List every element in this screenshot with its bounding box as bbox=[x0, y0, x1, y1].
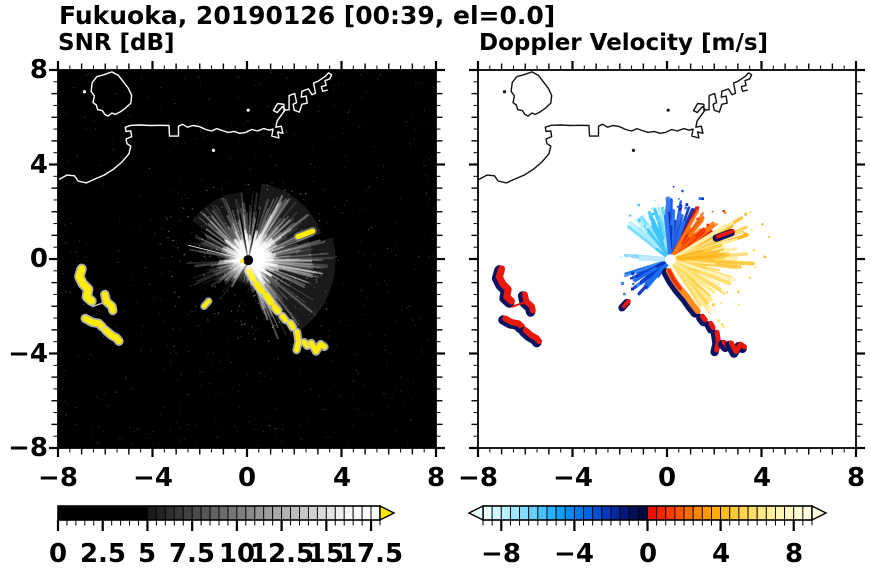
x-axis-tick-labels: −8 −4 0 4 8 −8 −4 0 4 8 bbox=[0, 462, 870, 494]
doppler-colorbar-label: −8 bbox=[481, 539, 521, 569]
snr-colorbar-label: 5 bbox=[137, 539, 157, 569]
snr-colorbar bbox=[56, 504, 396, 531]
colorbar-ticks bbox=[56, 520, 381, 531]
coastline bbox=[57, 71, 333, 184]
doppler-colorbar bbox=[467, 504, 828, 531]
doppler-blobs bbox=[491, 228, 747, 358]
y-tick-label: 0 bbox=[29, 244, 48, 274]
snr-noise bbox=[58, 71, 437, 449]
colorbar-tick-labels: 0 2.5 5 7.5 10 12.5 15 17.5 −8 −4 0 4 8 bbox=[0, 538, 870, 570]
colorbar-body bbox=[57, 504, 396, 522]
doppler-panel-label: Doppler Velocity [m/s] bbox=[479, 30, 769, 56]
x-tick-label: 0 bbox=[237, 463, 257, 493]
snr-colorbar-label: 0 bbox=[48, 539, 68, 569]
x-tick-label: 8 bbox=[426, 463, 446, 493]
doppler-colorbar-label: 4 bbox=[711, 539, 731, 569]
x-tick-label: −4 bbox=[553, 463, 593, 493]
snr-colorbar-label: 12.5 bbox=[249, 539, 315, 569]
snr-colorbar-label: 10 bbox=[218, 539, 256, 569]
snr-colorbar-label: 17.5 bbox=[338, 539, 404, 569]
figure-title: Fukuoka, 20190126 [00:39, el=0.0] bbox=[59, 1, 556, 30]
colorbar-body bbox=[467, 504, 828, 522]
doppler-colorbar-label: −4 bbox=[554, 539, 594, 569]
snr-plot-area bbox=[49, 61, 445, 457]
doppler-colorbar-label: 0 bbox=[638, 539, 658, 569]
snr-colorbar-label: 15 bbox=[307, 539, 345, 569]
x-tick-label: −4 bbox=[133, 463, 173, 493]
x-tick-label: −8 bbox=[38, 463, 78, 493]
snr-panel-label: SNR [dB] bbox=[58, 30, 175, 56]
y-axis-tick-labels: 8 4 0 −4 −8 bbox=[2, 0, 48, 570]
snr-colorbar-label: 2.5 bbox=[79, 539, 127, 569]
axis-ticks bbox=[49, 61, 445, 457]
snr-center-speck bbox=[240, 259, 245, 264]
y-tick-label: 4 bbox=[29, 150, 48, 180]
y-tick-label: −4 bbox=[8, 339, 48, 369]
x-tick-label: −8 bbox=[458, 463, 498, 493]
doppler-streaks bbox=[620, 185, 770, 328]
y-tick-label: 8 bbox=[29, 55, 48, 85]
x-tick-label: 8 bbox=[846, 463, 866, 493]
y-tick-label: −8 bbox=[8, 433, 48, 463]
x-tick-label: 0 bbox=[657, 463, 677, 493]
doppler-center-disk bbox=[665, 254, 677, 266]
doppler-colorbar-label: 8 bbox=[784, 539, 804, 569]
axis-ticks bbox=[469, 61, 865, 457]
coastline bbox=[477, 71, 753, 184]
snr-center-disk bbox=[243, 255, 254, 266]
snr-colorbar-label: 7.5 bbox=[168, 539, 216, 569]
x-tick-label: 4 bbox=[752, 463, 772, 493]
colorbar-ticks bbox=[482, 520, 813, 531]
doppler-plot-area bbox=[469, 61, 865, 457]
x-tick-label: 4 bbox=[332, 463, 352, 493]
